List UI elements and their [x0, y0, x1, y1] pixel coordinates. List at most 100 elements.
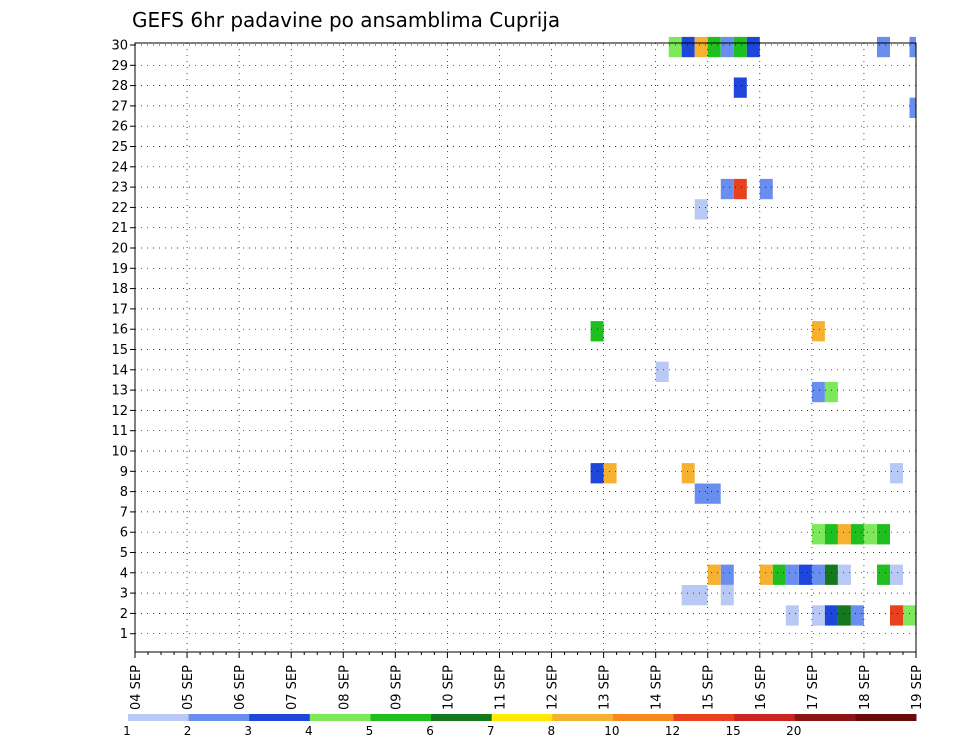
precip-cell-5	[733, 36, 747, 58]
y-tick-label-16: 16	[111, 323, 128, 338]
precip-cell-30	[877, 524, 890, 545]
legend-label-11: 20	[786, 724, 801, 738]
precip-cell-43	[720, 585, 734, 606]
precip-cell-14	[694, 199, 708, 220]
legend-label-0: 1	[123, 724, 131, 738]
x-tick-label-2: 06 SEP	[233, 665, 248, 710]
precip-cell-37	[811, 564, 825, 585]
precip-cell-41	[890, 564, 903, 585]
precip-cell-25	[811, 524, 825, 545]
legend-label-7: 8	[547, 724, 555, 738]
y-tick-label-10: 10	[111, 445, 128, 460]
precip-cell-33	[759, 564, 773, 585]
legend-label-10: 15	[726, 724, 741, 738]
precip-cell-35	[785, 564, 799, 585]
legend-swatch-5	[431, 714, 493, 721]
y-tick-label-21: 21	[111, 221, 128, 236]
precip-cell-50	[903, 605, 916, 626]
precip-cell-45	[811, 605, 825, 626]
chart-title: GEFS 6hr padavine po ansamblima Cuprija	[132, 8, 560, 32]
legend-swatch-1	[188, 714, 250, 721]
precip-cell-13	[759, 178, 773, 200]
x-tick-label-4: 08 SEP	[337, 665, 352, 710]
x-tick-label-5: 09 SEP	[389, 665, 404, 710]
x-tick-label-13: 17 SEP	[806, 665, 821, 710]
x-tick-label-8: 12 SEP	[546, 665, 561, 710]
plot-frame	[134, 42, 917, 653]
x-tick-label-14: 18 SEP	[858, 665, 873, 710]
y-tick-label-30: 30	[111, 39, 128, 54]
color-legend: 1 2 3 4 5 6 7 8 10 12 15 20	[123, 714, 917, 738]
precip-cell-22	[603, 463, 617, 484]
precip-cell-44	[785, 605, 799, 626]
precip-cell-29	[863, 524, 877, 545]
precip-cell-18	[811, 381, 825, 403]
y-tick-label-24: 24	[111, 160, 128, 175]
x-tick-label-15: 19 SEP	[910, 665, 925, 710]
precip-cell-31	[707, 564, 721, 585]
legend-swatch-9	[673, 714, 735, 721]
precip-cell-27	[837, 524, 851, 545]
y-tick-label-1: 1	[120, 627, 128, 642]
legend-swatch-11	[794, 714, 856, 721]
precip-cell-46	[824, 605, 838, 626]
precip-cell-9	[733, 77, 747, 98]
precip-cell-6	[746, 36, 760, 58]
y-tick-label-26: 26	[111, 120, 128, 135]
precip-cell-10	[909, 97, 916, 118]
precip-cell-47	[837, 605, 851, 626]
cells-layer	[590, 36, 916, 626]
legend-swatch-0	[128, 714, 190, 721]
precip-cell-32	[720, 564, 734, 585]
precip-cell-38	[824, 564, 838, 585]
x-tick-label-11: 15 SEP	[702, 665, 717, 710]
y-tick-label-17: 17	[111, 302, 128, 317]
precip-cell-2	[694, 36, 708, 58]
precip-cell-42	[681, 585, 708, 606]
precip-cell-15	[590, 321, 604, 342]
y-tick-label-25: 25	[111, 140, 128, 155]
precip-cell-4	[720, 36, 734, 58]
legend-label-3: 4	[305, 724, 313, 738]
y-tick-label-23: 23	[111, 181, 128, 196]
legend-swatch-10	[734, 714, 796, 721]
y-tick-label-15: 15	[111, 343, 128, 358]
y-tick-label-13: 13	[111, 384, 128, 399]
precip-cell-36	[798, 564, 812, 585]
y-tick-label-27: 27	[111, 99, 128, 114]
y-tick-label-7: 7	[120, 505, 128, 520]
y-tick-label-12: 12	[111, 404, 128, 419]
grid-layer	[135, 43, 916, 652]
x-tick-label-3: 07 SEP	[285, 665, 300, 710]
y-tick-label-9: 9	[120, 465, 128, 480]
legend-label-5: 6	[426, 724, 434, 738]
legend-label-2: 3	[244, 724, 252, 738]
precip-cell-11	[720, 178, 734, 200]
x-axis: 04 SEP 05 SEP 06 SEP 07 SEP 08 SEP 09 SEP 10 S…	[129, 652, 925, 710]
y-tick-label-29: 29	[111, 59, 128, 74]
x-tick-label-9: 13 SEP	[598, 665, 613, 710]
y-tick-label-20: 20	[111, 242, 128, 257]
precip-cell-23	[890, 463, 903, 484]
y-tick-label-14: 14	[111, 363, 128, 378]
precip-cell-39	[837, 564, 851, 585]
legend-swatch-6	[491, 714, 553, 721]
legend-label-9: 12	[665, 724, 680, 738]
x-tick-label-10: 14 SEP	[650, 665, 665, 710]
legend-swatch-7	[552, 714, 614, 721]
legend-label-8: 10	[604, 724, 619, 738]
y-tick-label-18: 18	[111, 282, 128, 297]
precip-cell-12	[733, 178, 747, 200]
precip-cell-21	[590, 463, 604, 484]
precip-cell-16	[811, 321, 825, 342]
precip-cell-34	[772, 564, 786, 585]
y-tick-label-4: 4	[120, 566, 128, 581]
precip-cell-0	[668, 36, 682, 58]
x-tick-label-0: 04 SEP	[129, 665, 144, 710]
y-tick-label-2: 2	[120, 607, 128, 622]
legend-label-6: 7	[487, 724, 495, 738]
precip-cell-26	[824, 524, 838, 545]
precip-cell-48	[850, 605, 864, 626]
